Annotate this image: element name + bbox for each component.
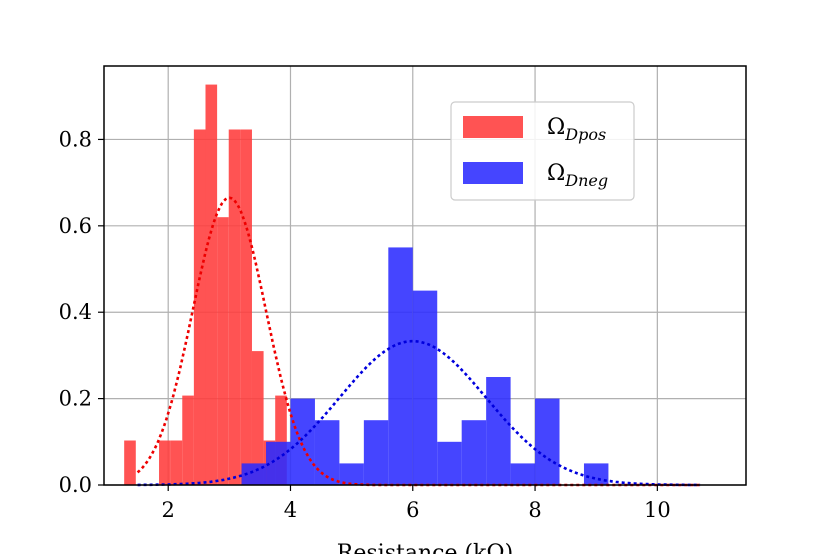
histogram-bar <box>170 440 183 485</box>
histogram-bar <box>275 395 287 485</box>
histogram-bar <box>240 129 252 486</box>
x-tick-label: 4 <box>284 498 297 522</box>
legend-label-symbol: Ω <box>547 161 565 186</box>
legend-label: ΩDpos <box>547 115 606 144</box>
histogram-bar <box>339 463 364 485</box>
legend-swatch <box>463 162 523 184</box>
histogram-bar <box>510 463 536 485</box>
histogram-bar <box>412 290 438 485</box>
histogram-bar <box>193 129 206 486</box>
legend-label-symbol: Ω <box>547 115 565 140</box>
histogram-bar <box>228 129 241 486</box>
histogram-bar <box>363 420 389 485</box>
axis-ticks: 2 4 6 8 10 0.0 0.2 0.4 0.6 0.8 <box>59 127 671 522</box>
histogram-bar <box>461 420 487 485</box>
y-tick-label: 0.4 <box>59 300 92 324</box>
histogram-bar <box>583 463 609 485</box>
histogram-bar <box>159 440 171 485</box>
histogram-bars <box>124 84 609 486</box>
histogram-bar <box>437 441 462 485</box>
x-tick-label: 8 <box>528 498 541 522</box>
histogram-bar <box>241 463 267 485</box>
histogram-bar <box>388 247 413 485</box>
histogram-bar <box>535 398 560 485</box>
fit-curve-line <box>137 339 701 487</box>
y-tick-label: 0.0 <box>59 473 92 497</box>
plot-frame <box>103 65 747 486</box>
x-tick-label: 6 <box>406 498 419 522</box>
histogram-bar <box>290 398 315 485</box>
x-axis-label: Resistance (kΩ) <box>337 541 513 554</box>
histogram-bar <box>205 84 218 486</box>
histogram-bar <box>182 395 194 485</box>
histogram-bar <box>251 351 264 485</box>
legend-label-subscript: Dneg <box>564 171 608 190</box>
x-tick-label: 2 <box>162 498 175 522</box>
legend-label: ΩDneg <box>547 161 608 190</box>
y-tick-label: 0.6 <box>59 214 92 238</box>
histogram-bar <box>217 217 229 486</box>
histogram-bar <box>266 441 291 485</box>
legend-label-subscript: Dpos <box>564 125 606 144</box>
histogram-bar <box>314 420 340 485</box>
histogram-bar <box>124 440 136 485</box>
legend-swatch <box>463 116 523 138</box>
y-tick-label: 0.2 <box>59 387 92 411</box>
histogram-bar <box>486 377 511 485</box>
y-tick-label: 0.8 <box>59 127 92 151</box>
x-tick-label: 10 <box>644 498 671 522</box>
